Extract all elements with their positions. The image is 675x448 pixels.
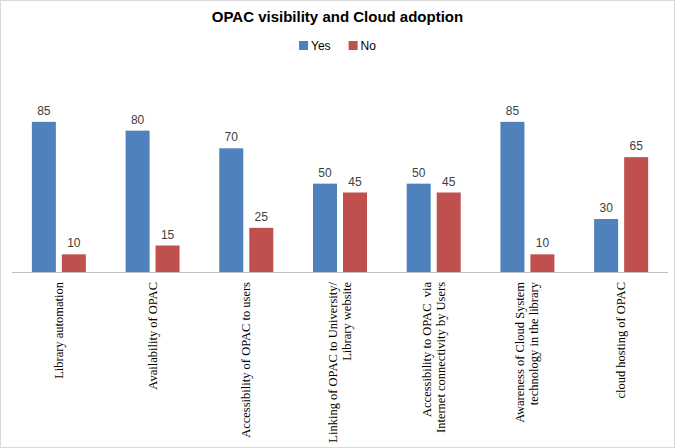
data-label: 45 (442, 175, 456, 189)
legend-item: Yes (299, 39, 331, 53)
legend-label: No (361, 39, 377, 53)
x-tick-label-line: Linking of OPAC to University/ (326, 281, 340, 442)
data-label: 15 (161, 228, 175, 242)
x-tick-label-line: Library automation (52, 281, 66, 379)
legend-swatch (299, 41, 308, 50)
bar (156, 246, 180, 273)
data-label: 25 (255, 210, 269, 224)
data-label: 85 (506, 104, 520, 118)
data-label: 80 (131, 113, 145, 127)
x-tick-label-line: Availability of OPAC (146, 282, 160, 390)
chart-root: OPAC visibility and Cloud adoption Yes No 8… (0, 0, 675, 448)
bar (62, 254, 86, 272)
data-label: 70 (225, 130, 239, 144)
data-label: 30 (599, 201, 613, 215)
data-label: 50 (412, 166, 426, 180)
bar (530, 254, 554, 272)
bar (407, 184, 431, 272)
x-axis-line (12, 272, 668, 273)
x-tick-label-line: technology in the library (527, 281, 541, 405)
bar (343, 193, 367, 273)
data-label: 65 (629, 139, 643, 153)
chart-svg: OPAC visibility and Cloud adoption Yes No 8… (0, 0, 675, 448)
bars (32, 122, 648, 272)
chart-title: OPAC visibility and Cloud adoption (212, 8, 463, 25)
bar (594, 219, 618, 272)
legend-item: No (349, 39, 377, 53)
legend: Yes No (299, 39, 376, 53)
x-tick-label: cloud hosting of OPAC (614, 282, 628, 399)
legend-swatch (349, 41, 358, 50)
data-label: 85 (37, 104, 51, 118)
x-tick-label: Accessibility of OPAC to users (239, 282, 253, 438)
bar (32, 122, 56, 272)
bar (624, 157, 648, 272)
x-tick-label: Awareness of Cloud Systemtechnology in t… (513, 281, 541, 423)
x-tick-label-line: Internet connectivity by Users (434, 282, 448, 433)
data-label: 45 (348, 175, 362, 189)
x-tick-label-line: Library website (340, 282, 354, 361)
x-tick-label-line: Awareness of Cloud System (513, 282, 527, 423)
x-tick-label: Accessibility to OPAC viaInternet connec… (420, 282, 448, 433)
bar (437, 193, 461, 273)
legend-label: Yes (311, 39, 331, 53)
bar (249, 228, 273, 272)
bar (126, 131, 150, 272)
bar (500, 122, 524, 272)
x-tick-labels: Library automation Availability of OPAC Ac… (52, 281, 628, 442)
chart-frame (1, 1, 675, 448)
x-tick-label-line: Accessibility to OPAC via (420, 282, 434, 417)
data-labels: 85 80 70 50 50 85 30 10 15 25 45 45 10 65 (37, 104, 643, 251)
x-tick-label: Availability of OPAC (146, 282, 160, 390)
x-tick-label: Library automation (52, 281, 66, 379)
x-tick-label-line: Accessibility of OPAC to users (239, 282, 253, 438)
data-label: 50 (318, 166, 332, 180)
x-tick-label: Linking of OPAC to University/Library we… (326, 281, 354, 442)
bar (313, 184, 337, 272)
data-label: 10 (536, 236, 550, 250)
bar (219, 148, 243, 272)
data-label: 10 (67, 236, 81, 250)
x-tick-label-line: cloud hosting of OPAC (614, 282, 628, 399)
